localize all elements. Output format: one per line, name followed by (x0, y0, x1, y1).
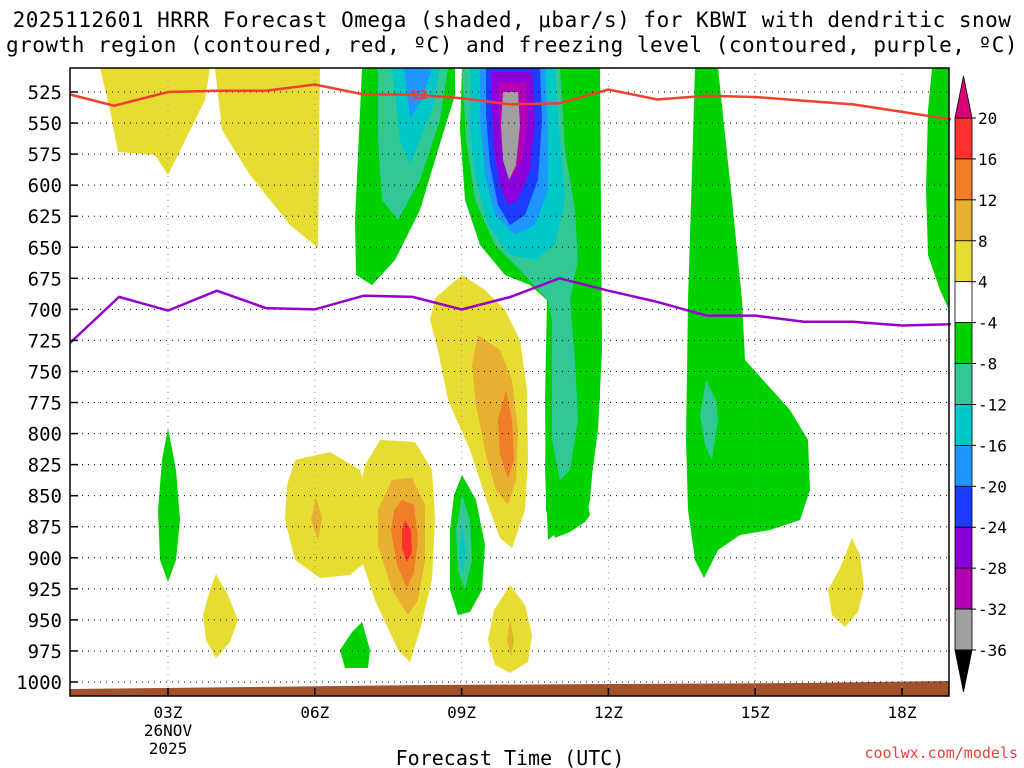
colorbar: 20 16 12 8 4 -4 -8 -12 -16 -20 -24 -28 -32 -36 (954, 75, 1007, 693)
y-tick-label: 900 (28, 548, 62, 570)
omega-sinking-region (311, 498, 322, 540)
x-axis-label: Forecast Time (UTC) (396, 746, 625, 768)
dendritic-growth-isotherm-label: -12 (406, 88, 428, 102)
omega-sinking-region (507, 620, 514, 656)
omega-rising-region (501, 92, 520, 180)
y-tick-label: 550 (28, 113, 62, 135)
colorbar-label: -16 (978, 436, 1007, 455)
y-tick-label: 950 (28, 610, 62, 632)
omega-shading (70, 68, 949, 696)
colorbar-label: -12 (978, 395, 1007, 414)
omega-rising-region (158, 428, 180, 582)
omega-sinking-region (285, 452, 372, 578)
colorbar-label: 8 (978, 232, 988, 251)
omega-sinking-region (203, 574, 238, 658)
y-tick-label: 525 (28, 82, 62, 104)
colorbar-band (954, 199, 973, 242)
x-tick-label: 03Z (154, 703, 183, 722)
colorbar-label: -32 (978, 600, 1007, 619)
y-tick-label: 725 (28, 330, 62, 352)
y-tick-label: 650 (28, 237, 62, 259)
colorbar-band (954, 240, 973, 283)
colorbar-band (954, 281, 973, 324)
y-tick-label: 1000 (16, 672, 62, 694)
colorbar-under-triangle (954, 649, 973, 693)
y-tick-label: 750 (28, 361, 62, 383)
y-tick-label: 600 (28, 175, 62, 197)
chart-title-line-2: growth region (contoured, red, ºC) and f… (5, 33, 1019, 57)
colorbar-band (954, 526, 973, 569)
omega-sinking-region (215, 68, 320, 248)
colorbar-label: -20 (978, 477, 1007, 496)
omega-rising-region (926, 68, 949, 310)
colorbar-label: 16 (978, 150, 997, 169)
y-tick-label: 625 (28, 206, 62, 228)
y-tick-label: 675 (28, 268, 62, 290)
gridlines (70, 68, 949, 696)
y-tick-label: 575 (28, 144, 62, 166)
x-tick-label: 06Z (300, 703, 329, 722)
omega-rising-region (686, 68, 810, 578)
y-tick-label: 975 (28, 641, 62, 663)
colorbar-band (954, 363, 973, 405)
colorbar-band (954, 608, 973, 651)
freezing-level-line (69, 276, 951, 344)
colorbar-label: -28 (978, 559, 1007, 578)
x-tick-label: 15Z (741, 703, 770, 722)
omega-rising-region (700, 380, 718, 460)
colorbar-band (954, 322, 973, 364)
chart-title-line-1: 2025112601 HRRR Forecast Omega (shaded, … (12, 8, 1012, 32)
credit-text: coolwx.com/models (864, 744, 1018, 762)
x-tick-label: 18Z (888, 703, 917, 722)
y-tick-label: 850 (28, 486, 62, 508)
y-tick-label: 875 (28, 517, 62, 539)
colorbar-band (954, 404, 973, 446)
colorbar-label: -24 (978, 518, 1007, 537)
omega-rising-region (392, 68, 440, 165)
colorbar-label: -36 (978, 641, 1007, 660)
colorbar-label: -8 (978, 355, 997, 374)
x-tick-label: 09Z (447, 703, 476, 722)
omega-sinking-region (402, 520, 412, 562)
omega-sinking-region (828, 538, 864, 627)
y-axis: 525 550 575 600 625 650 675 700 725 750 775 800 825 8… (16, 82, 78, 694)
y-tick-label: 825 (28, 455, 62, 477)
plot-frame (69, 67, 950, 697)
y-tick-label: 700 (28, 299, 62, 321)
omega-rising-region (340, 622, 370, 668)
x-tick-sublabel: 26NOV (144, 721, 193, 740)
colorbar-band (954, 158, 973, 201)
surface-ground (70, 681, 949, 696)
x-tick-label: 12Z (594, 703, 623, 722)
colorbar-label: -4 (978, 314, 997, 333)
y-tick-label: 925 (28, 579, 62, 601)
dendritic-growth-isotherm-line (69, 83, 952, 121)
y-tick-label: 775 (28, 393, 62, 415)
colorbar-label: 20 (978, 109, 997, 128)
colorbar-label: 12 (978, 191, 997, 210)
colorbar-band (954, 567, 973, 610)
y-tick-label: 800 (28, 424, 62, 446)
x-tick-sublabel: 2025 (149, 739, 188, 758)
colorbar-over-triangle (954, 75, 973, 119)
colorbar-band (954, 117, 973, 160)
colorbar-band (954, 444, 973, 487)
omega-sinking-region (100, 68, 210, 175)
omega-rising-region (459, 525, 466, 575)
omega-sinking-region (498, 390, 514, 478)
omega-rising-region (404, 68, 432, 118)
colorbar-label: 4 (978, 273, 988, 292)
colorbar-band (954, 485, 973, 528)
